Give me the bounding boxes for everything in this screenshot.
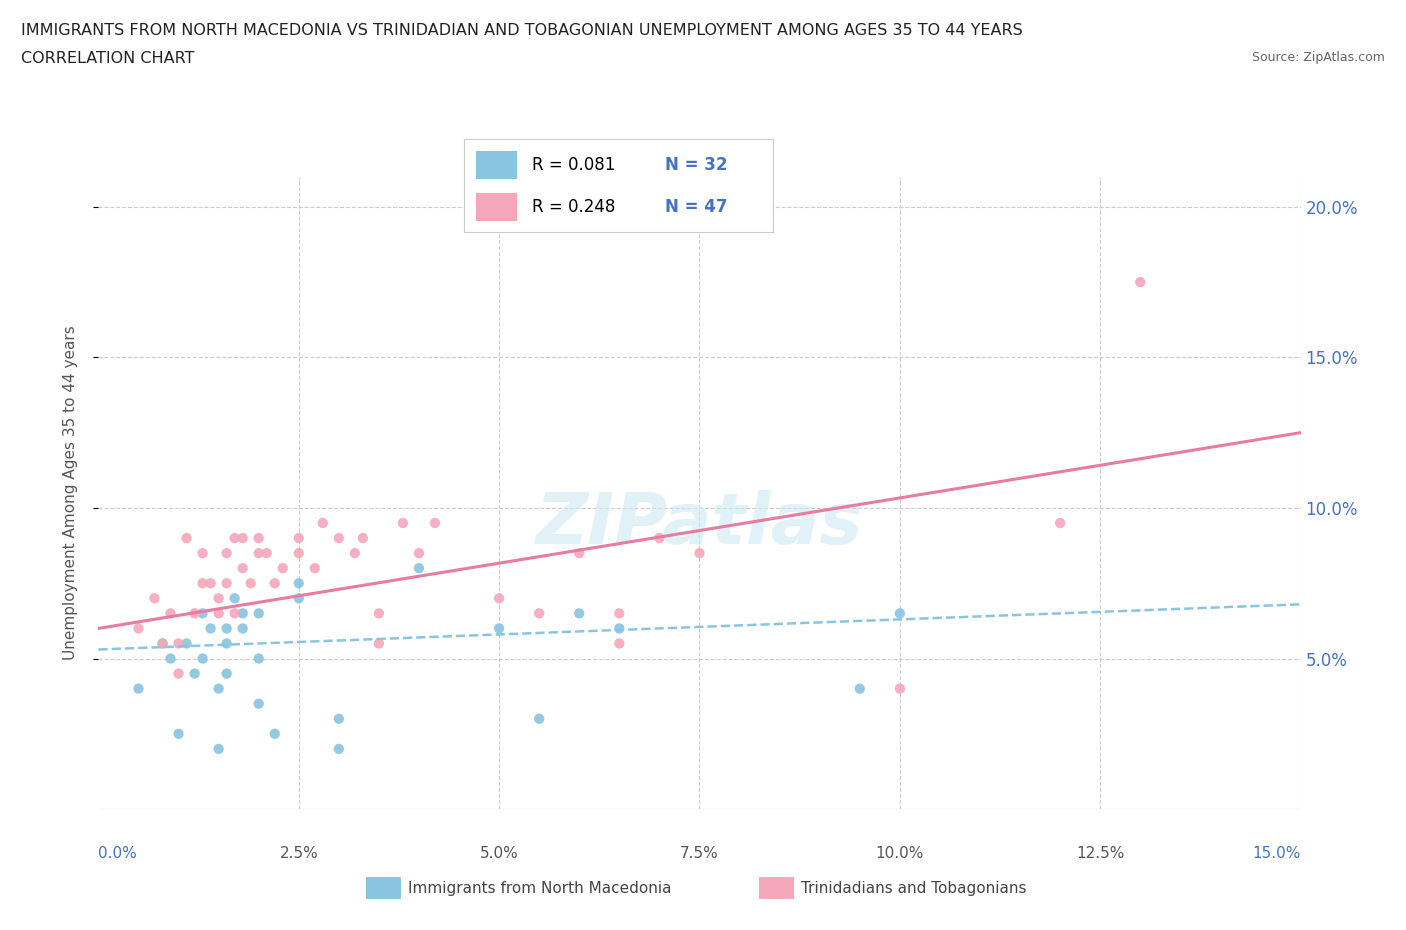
Point <box>191 606 214 621</box>
Point <box>215 636 238 651</box>
Point <box>368 636 391 651</box>
Point <box>408 546 430 561</box>
Point <box>568 546 591 561</box>
Text: 7.5%: 7.5% <box>681 846 718 861</box>
Point <box>224 606 246 621</box>
Text: ZIPatlas: ZIPatlas <box>536 490 863 559</box>
Point <box>191 576 214 591</box>
Point <box>328 711 350 726</box>
Point <box>488 621 510 636</box>
Point <box>159 651 181 666</box>
Point <box>232 561 254 576</box>
Point <box>609 606 631 621</box>
Text: Trinidadians and Tobagonians: Trinidadians and Tobagonians <box>801 881 1026 896</box>
Point <box>191 546 214 561</box>
Text: IMMIGRANTS FROM NORTH MACEDONIA VS TRINIDADIAN AND TOBAGONIAN UNEMPLOYMENT AMONG: IMMIGRANTS FROM NORTH MACEDONIA VS TRINI… <box>21 23 1022 38</box>
Point <box>609 621 631 636</box>
Point <box>609 636 631 651</box>
Point <box>200 576 222 591</box>
Point <box>488 591 510 605</box>
Point <box>328 741 350 756</box>
Point <box>176 636 198 651</box>
Text: 2.5%: 2.5% <box>280 846 318 861</box>
Point <box>239 576 262 591</box>
Point <box>224 531 246 546</box>
Point <box>689 546 711 561</box>
Point <box>529 711 551 726</box>
Text: Immigrants from North Macedonia: Immigrants from North Macedonia <box>408 881 671 896</box>
Point <box>208 741 231 756</box>
Point <box>215 666 238 681</box>
Point <box>247 697 270 711</box>
Point <box>263 576 285 591</box>
Point <box>215 546 238 561</box>
Point <box>215 621 238 636</box>
Point <box>152 636 174 651</box>
FancyBboxPatch shape <box>477 151 516 179</box>
Text: 5.0%: 5.0% <box>479 846 519 861</box>
Point <box>648 531 671 546</box>
FancyBboxPatch shape <box>477 193 516 221</box>
Point <box>889 606 911 621</box>
Point <box>191 651 214 666</box>
Point <box>288 591 311 605</box>
Point <box>232 606 254 621</box>
Text: Source: ZipAtlas.com: Source: ZipAtlas.com <box>1251 51 1385 64</box>
Point <box>128 681 150 696</box>
Point <box>224 591 246 605</box>
Point <box>263 726 285 741</box>
Point <box>247 651 270 666</box>
Point <box>167 666 190 681</box>
Point <box>368 606 391 621</box>
Point <box>232 621 254 636</box>
Point <box>1049 515 1071 530</box>
Point <box>568 606 591 621</box>
Point <box>408 561 430 576</box>
Point <box>215 576 238 591</box>
Point <box>128 621 150 636</box>
Point <box>176 531 198 546</box>
Text: 10.0%: 10.0% <box>876 846 924 861</box>
Point <box>167 636 190 651</box>
Point <box>232 531 254 546</box>
Point <box>247 546 270 561</box>
Point <box>529 606 551 621</box>
Point <box>288 576 311 591</box>
Point <box>392 515 415 530</box>
Point <box>1129 274 1152 289</box>
Text: R = 0.248: R = 0.248 <box>531 198 616 217</box>
Point <box>247 606 270 621</box>
Point <box>247 531 270 546</box>
Y-axis label: Unemployment Among Ages 35 to 44 years: Unemployment Among Ages 35 to 44 years <box>63 326 77 660</box>
Point <box>352 531 374 546</box>
Point <box>423 515 446 530</box>
Text: 0.0%: 0.0% <box>98 846 138 861</box>
Text: 15.0%: 15.0% <box>1253 846 1301 861</box>
Text: CORRELATION CHART: CORRELATION CHART <box>21 51 194 66</box>
Point <box>143 591 166 605</box>
Point <box>288 531 311 546</box>
Point <box>183 666 205 681</box>
Point <box>271 561 294 576</box>
Point <box>304 561 326 576</box>
Point <box>167 726 190 741</box>
Point <box>849 681 872 696</box>
Point <box>889 681 911 696</box>
Point <box>208 681 231 696</box>
Point <box>288 546 311 561</box>
Text: R = 0.081: R = 0.081 <box>531 155 616 174</box>
Point <box>183 606 205 621</box>
Point <box>312 515 335 530</box>
Point <box>159 606 181 621</box>
Point <box>208 591 231 605</box>
Point <box>200 621 222 636</box>
Point <box>256 546 278 561</box>
Point <box>343 546 366 561</box>
Text: N = 32: N = 32 <box>665 155 727 174</box>
Point <box>328 531 350 546</box>
Point <box>208 606 231 621</box>
Point <box>152 636 174 651</box>
Text: N = 47: N = 47 <box>665 198 727 217</box>
Text: 12.5%: 12.5% <box>1076 846 1125 861</box>
